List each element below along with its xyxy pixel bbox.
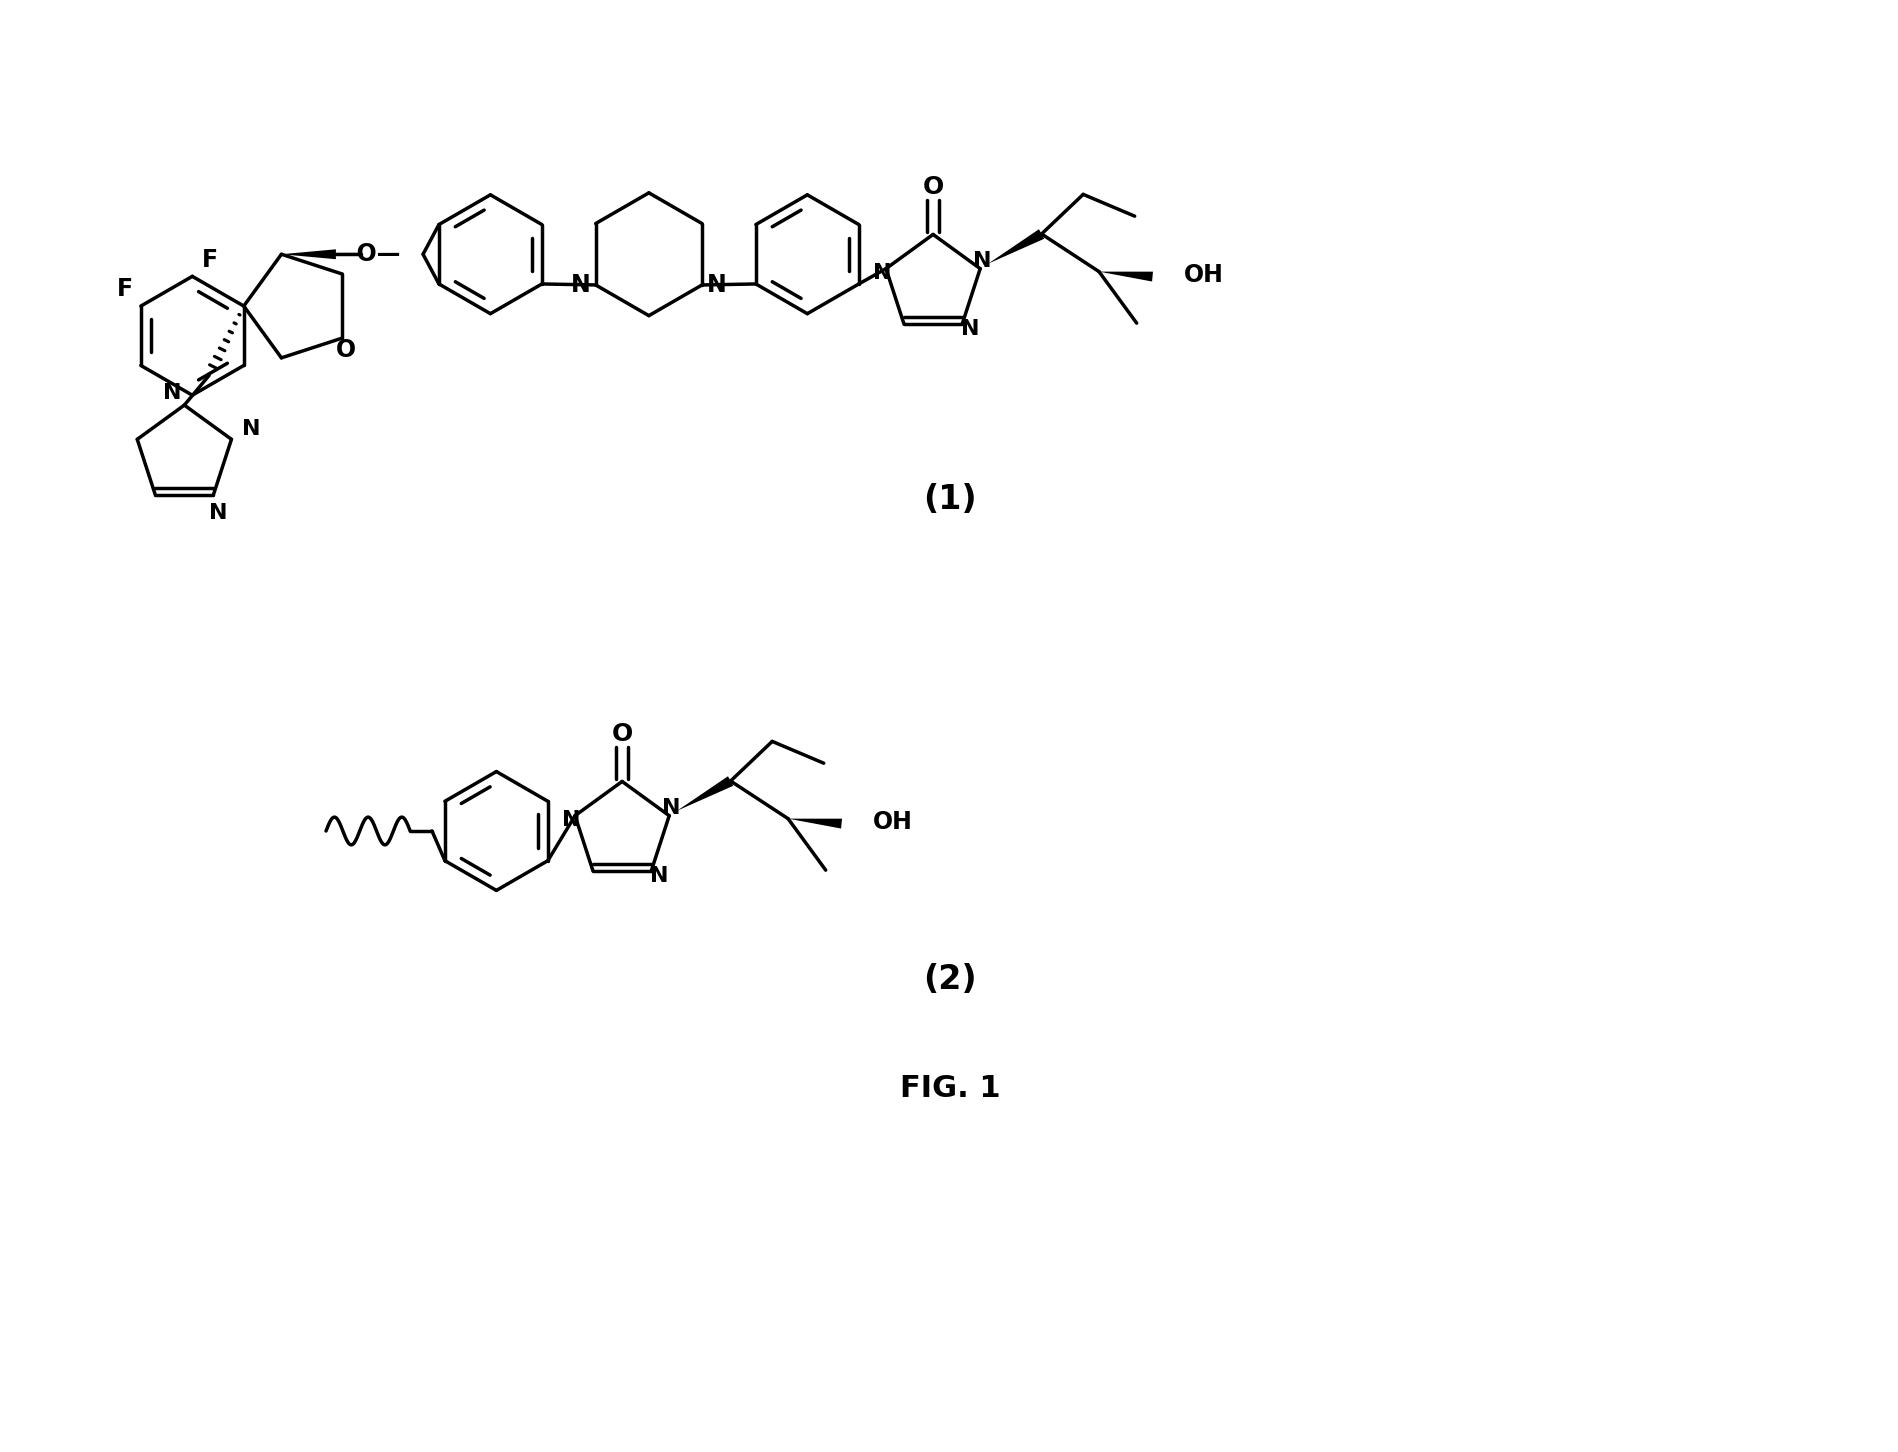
Polygon shape <box>1099 272 1152 282</box>
Text: N: N <box>562 810 581 829</box>
Text: FIG. 1: FIG. 1 <box>900 1074 1000 1104</box>
Text: N: N <box>649 865 668 886</box>
Polygon shape <box>987 229 1044 264</box>
Text: N: N <box>706 273 727 298</box>
Text: —O—: —O— <box>334 242 400 266</box>
Text: OH: OH <box>1184 263 1224 286</box>
Text: N: N <box>662 797 679 817</box>
Text: N: N <box>241 420 260 440</box>
Polygon shape <box>281 250 336 260</box>
Text: F: F <box>201 247 218 272</box>
Text: F: F <box>116 277 133 301</box>
Text: (1): (1) <box>922 482 976 515</box>
Text: O: O <box>922 174 943 199</box>
Polygon shape <box>788 819 841 829</box>
Text: N: N <box>163 383 182 404</box>
Text: N: N <box>960 319 979 338</box>
Text: (2): (2) <box>922 963 976 996</box>
Text: N: N <box>209 502 228 523</box>
Text: N: N <box>873 263 890 283</box>
Text: N: N <box>972 251 991 270</box>
Text: O: O <box>611 722 632 746</box>
Text: O: O <box>336 338 357 362</box>
Text: N: N <box>571 273 590 298</box>
Text: OH: OH <box>873 810 913 833</box>
Polygon shape <box>678 777 733 810</box>
